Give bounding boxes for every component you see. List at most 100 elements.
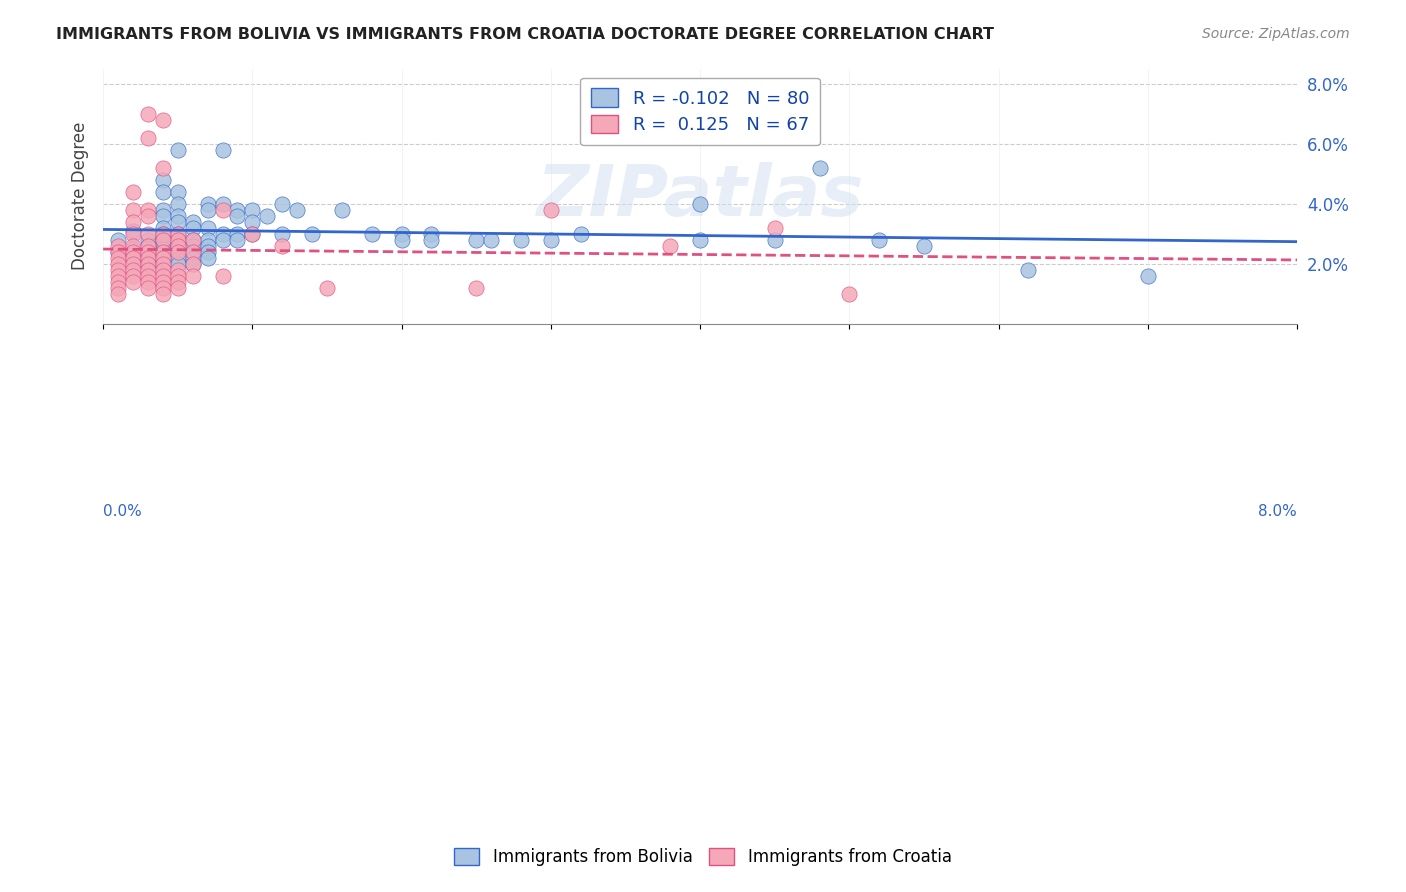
Point [136, 238, 159, 252]
Point [107, 244, 129, 259]
Point [197, 244, 219, 259]
Point [181, 233, 204, 247]
Point [122, 242, 145, 256]
Text: ZIPatlas: ZIPatlas [537, 161, 863, 231]
Point [226, 202, 249, 217]
Text: Source: ZipAtlas.com: Source: ZipAtlas.com [1202, 27, 1350, 41]
Point [330, 202, 353, 217]
Point [211, 268, 233, 283]
Point [659, 238, 682, 252]
Point [152, 286, 174, 301]
Point [122, 244, 145, 259]
Point [136, 106, 159, 120]
Point [240, 214, 263, 228]
Point [256, 209, 278, 223]
Point [152, 220, 174, 235]
Point [197, 196, 219, 211]
Point [226, 227, 249, 241]
Point [152, 161, 174, 175]
Point [689, 196, 711, 211]
Point [181, 251, 204, 265]
Point [107, 286, 129, 301]
Point [152, 244, 174, 259]
Point [152, 257, 174, 271]
Point [166, 227, 188, 241]
Point [838, 286, 860, 301]
Point [136, 251, 159, 265]
Point [152, 233, 174, 247]
Point [107, 244, 129, 259]
Point [226, 233, 249, 247]
Point [152, 202, 174, 217]
Point [479, 233, 502, 247]
Point [107, 251, 129, 265]
Point [122, 257, 145, 271]
Point [136, 275, 159, 289]
Point [360, 227, 382, 241]
Point [166, 185, 188, 199]
Point [763, 233, 786, 247]
Point [166, 233, 188, 247]
Point [122, 251, 145, 265]
Point [271, 238, 294, 252]
Point [912, 238, 935, 252]
Point [271, 196, 294, 211]
Point [808, 161, 831, 175]
Point [197, 251, 219, 265]
Text: 8.0%: 8.0% [1258, 504, 1298, 519]
Point [181, 268, 204, 283]
Point [166, 143, 188, 157]
Point [316, 280, 339, 294]
Point [868, 233, 890, 247]
Point [226, 209, 249, 223]
Point [152, 275, 174, 289]
Point [136, 233, 159, 247]
Point [122, 202, 145, 217]
Point [122, 268, 145, 283]
Point [122, 238, 145, 252]
Point [136, 257, 159, 271]
Legend: Immigrants from Bolivia, Immigrants from Croatia: Immigrants from Bolivia, Immigrants from… [446, 840, 960, 875]
Point [1136, 268, 1159, 283]
Point [136, 227, 159, 241]
Point [211, 227, 233, 241]
Point [122, 275, 145, 289]
Point [136, 202, 159, 217]
Point [136, 257, 159, 271]
Point [152, 238, 174, 252]
Point [763, 220, 786, 235]
Point [181, 238, 204, 252]
Point [152, 172, 174, 186]
Point [152, 233, 174, 247]
Point [465, 280, 488, 294]
Y-axis label: Doctorate Degree: Doctorate Degree [72, 122, 89, 270]
Point [420, 233, 443, 247]
Point [122, 227, 145, 241]
Point [181, 257, 204, 271]
Point [152, 251, 174, 265]
Point [181, 244, 204, 259]
Point [240, 227, 263, 241]
Point [510, 233, 533, 247]
Point [152, 262, 174, 277]
Point [136, 268, 159, 283]
Point [136, 130, 159, 145]
Point [166, 214, 188, 228]
Point [166, 233, 188, 247]
Point [152, 280, 174, 294]
Point [152, 251, 174, 265]
Point [166, 242, 188, 256]
Point [152, 227, 174, 241]
Point [211, 202, 233, 217]
Point [181, 214, 204, 228]
Point [1017, 262, 1039, 277]
Point [181, 220, 204, 235]
Point [166, 268, 188, 283]
Point [240, 227, 263, 241]
Point [181, 257, 204, 271]
Point [122, 214, 145, 228]
Point [152, 268, 174, 283]
Point [107, 238, 129, 252]
Point [420, 227, 443, 241]
Point [136, 251, 159, 265]
